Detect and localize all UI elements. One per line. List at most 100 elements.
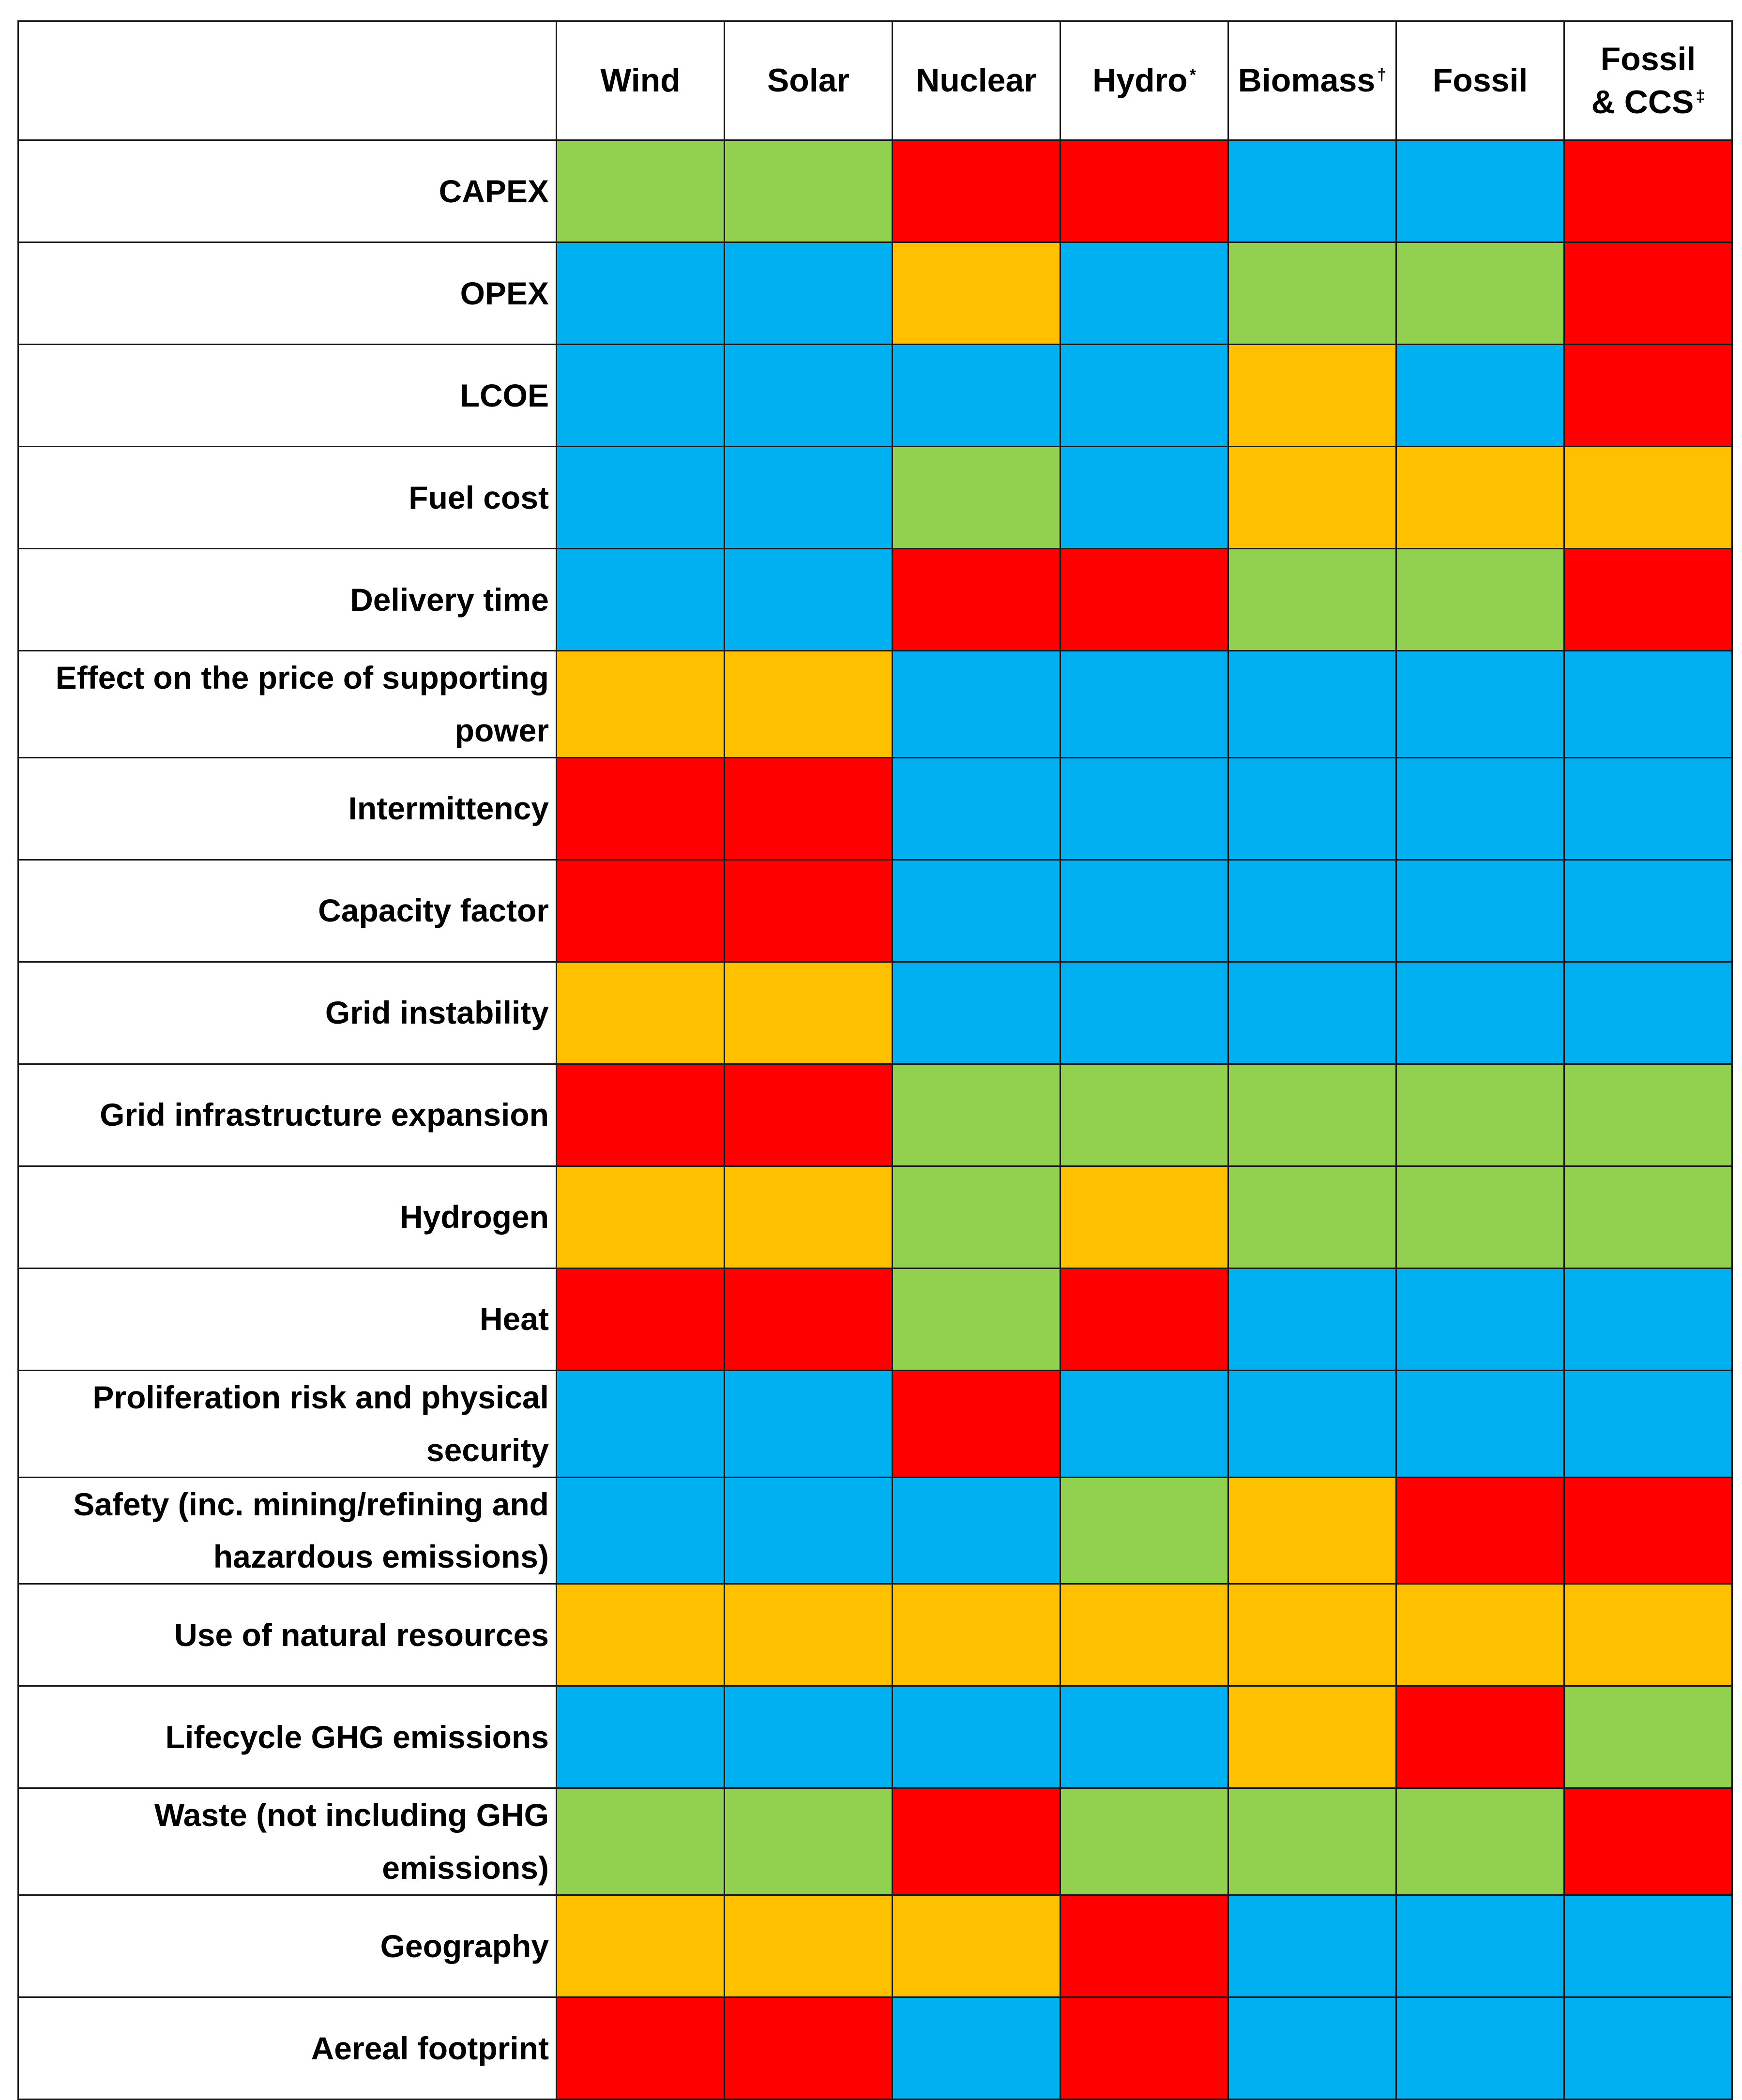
footnote-mark: * bbox=[1189, 65, 1196, 84]
heatmap-cell-red bbox=[1563, 344, 1733, 447]
heatmap-cell-yellow bbox=[724, 1894, 893, 1998]
heatmap-cell-blue bbox=[892, 344, 1061, 447]
heatmap-cell-red bbox=[724, 756, 893, 861]
heatmap-cell-red bbox=[892, 1369, 1061, 1478]
heatmap-cell-blue bbox=[1227, 756, 1397, 861]
row-label: Geography bbox=[17, 1894, 557, 1998]
heatmap-cell-green bbox=[1227, 242, 1397, 345]
heatmap-cell-blue bbox=[556, 1476, 725, 1585]
heatmap-cell-green bbox=[892, 446, 1061, 549]
heatmap-cell-blue bbox=[724, 1369, 893, 1478]
heatmap-cell-red bbox=[1395, 1476, 1565, 1585]
column-label: Fossil bbox=[1432, 62, 1528, 99]
heatmap-cell-green bbox=[892, 1165, 1061, 1269]
heatmap-cell-red bbox=[724, 859, 893, 963]
table-row: Safety (inc. mining/refining and hazardo… bbox=[17, 1476, 1733, 1585]
table-row: Grid instability bbox=[17, 961, 1733, 1065]
heatmap-cell-blue bbox=[892, 859, 1061, 963]
column-label: Biomass bbox=[1238, 62, 1376, 99]
heatmap-cell-blue bbox=[1060, 344, 1229, 447]
heatmap-cell-green bbox=[1395, 1063, 1565, 1167]
heatmap-cell-green bbox=[1563, 1063, 1733, 1167]
column-header: Nuclear bbox=[892, 20, 1061, 141]
heatmap-cell-green bbox=[1563, 1165, 1733, 1269]
heatmap-cell-green bbox=[892, 1063, 1061, 1167]
heatmap-cell-blue bbox=[1060, 859, 1229, 963]
heatmap-cell-blue bbox=[556, 446, 725, 549]
heatmap-cell-yellow bbox=[724, 1165, 893, 1269]
heatmap-cell-blue bbox=[1227, 1369, 1397, 1478]
table-row: Proliferation risk and physical security bbox=[17, 1369, 1733, 1478]
table-row: Aereal footprint bbox=[17, 1996, 1733, 2100]
heatmap-cell-red bbox=[556, 859, 725, 963]
table-row: Effect on the price of supporting power bbox=[17, 650, 1733, 758]
table-row: Intermittency bbox=[17, 756, 1733, 861]
heatmap-cell-yellow bbox=[1563, 446, 1733, 549]
heatmap-cell-blue bbox=[1060, 1685, 1229, 1789]
heatmap-cell-yellow bbox=[724, 650, 893, 758]
heatmap-cell-blue bbox=[1060, 446, 1229, 549]
heatmap-cell-red bbox=[556, 756, 725, 861]
row-label: OPEX bbox=[17, 242, 557, 345]
table-row: Geography bbox=[17, 1894, 1733, 1998]
heatmap-cell-red bbox=[892, 548, 1061, 651]
heatmap-cell-blue bbox=[1395, 1267, 1565, 1371]
heatmap-cell-blue bbox=[556, 344, 725, 447]
heatmap-cell-red bbox=[892, 139, 1061, 243]
table-row: CAPEX bbox=[17, 139, 1733, 243]
heatmap-cell-yellow bbox=[892, 242, 1061, 345]
column-header: Wind bbox=[556, 20, 725, 141]
footnote-mark: † bbox=[1377, 65, 1387, 84]
row-label: Hydrogen bbox=[17, 1165, 557, 1269]
heatmap-cell-blue bbox=[556, 548, 725, 651]
heatmap-cell-blue bbox=[1395, 1369, 1565, 1478]
table-row: Lifecycle GHG emissions bbox=[17, 1685, 1733, 1789]
heatmap-cell-red bbox=[1060, 1996, 1229, 2100]
row-label: Aereal footprint bbox=[17, 1996, 557, 2100]
heatmap-cell-red bbox=[1563, 1476, 1733, 1585]
table-row: Delivery time bbox=[17, 548, 1733, 651]
heatmap-cell-blue bbox=[892, 1476, 1061, 1585]
heatmap-cell-blue bbox=[1060, 756, 1229, 861]
row-label: Lifecycle GHG emissions bbox=[17, 1685, 557, 1789]
heatmap-cell-blue bbox=[892, 650, 1061, 758]
heatmap-cell-green bbox=[1563, 1685, 1733, 1789]
heatmap-cell-blue bbox=[892, 1996, 1061, 2100]
heatmap-cell-green bbox=[1060, 1063, 1229, 1167]
heatmap-cell-green bbox=[556, 139, 725, 243]
heatmap-cell-blue bbox=[1563, 1267, 1733, 1371]
heatmap-cell-yellow bbox=[556, 1165, 725, 1269]
heatmap-cell-blue bbox=[724, 548, 893, 651]
heatmap-cell-yellow bbox=[1060, 1165, 1229, 1269]
table-row: OPEX bbox=[17, 242, 1733, 345]
heatmap-cell-red bbox=[1060, 1894, 1229, 1998]
heatmap-cell-red bbox=[556, 1063, 725, 1167]
row-label: Effect on the price of supporting power bbox=[17, 650, 557, 758]
column-header: Hydro * bbox=[1060, 20, 1229, 141]
heatmap-cell-blue bbox=[724, 446, 893, 549]
heatmap-cell-blue bbox=[1395, 650, 1565, 758]
heatmap-cell-blue bbox=[1060, 1369, 1229, 1478]
heatmap-cell-blue bbox=[892, 1685, 1061, 1789]
heatmap-cell-red bbox=[556, 1996, 725, 2100]
heatmap-cell-blue bbox=[724, 344, 893, 447]
heatmap-cell-blue bbox=[1563, 1996, 1733, 2100]
row-label: Delivery time bbox=[17, 548, 557, 651]
heatmap-cell-blue bbox=[1227, 139, 1397, 243]
heatmap-cell-yellow bbox=[556, 1894, 725, 1998]
row-label: Grid infrastructure expansion bbox=[17, 1063, 557, 1167]
heatmap-cell-red bbox=[1060, 139, 1229, 243]
heatmap-cell-blue bbox=[1395, 1996, 1565, 2100]
heatmap-cell-blue bbox=[724, 242, 893, 345]
table-row: Use of natural resources bbox=[17, 1583, 1733, 1687]
row-label: Fuel cost bbox=[17, 446, 557, 549]
heatmap-cell-blue bbox=[1395, 344, 1565, 447]
heatmap-cell-blue bbox=[556, 242, 725, 345]
heatmap-cell-green bbox=[724, 139, 893, 243]
heatmap-cell-green bbox=[1395, 242, 1565, 345]
heatmap-cell-blue bbox=[1563, 1369, 1733, 1478]
column-header: Fossil & CCS ‡ bbox=[1563, 20, 1733, 141]
heatmap-cell-green bbox=[1227, 1787, 1397, 1896]
column-label: Fossil & CCS bbox=[1591, 41, 1696, 121]
row-label: LCOE bbox=[17, 344, 557, 447]
